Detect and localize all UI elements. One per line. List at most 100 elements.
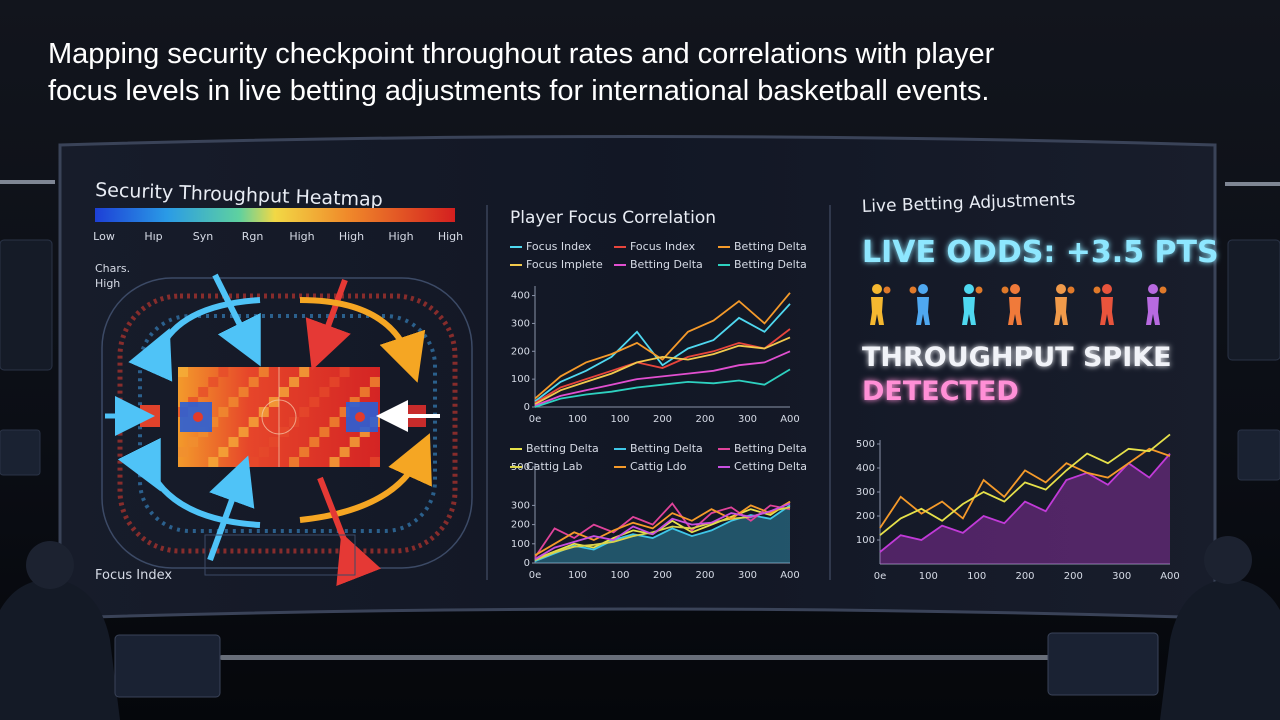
side-monitor	[0, 239, 53, 371]
side-monitor	[0, 429, 41, 476]
player-body	[1146, 297, 1160, 325]
legend-label: Focus Index	[526, 240, 592, 253]
y-tick-label: 0	[524, 402, 530, 413]
operator	[1204, 536, 1252, 584]
alert-text: THROUGHPUT SPIKE	[862, 342, 1172, 373]
scale-label: Rgn	[242, 230, 264, 243]
player-head	[872, 284, 882, 294]
player-head	[1102, 284, 1112, 294]
heat-cell	[299, 447, 310, 457]
ball	[1159, 286, 1167, 294]
flow-arrow	[317, 476, 382, 587]
scale-label: Syn	[193, 230, 213, 243]
laptop	[114, 634, 221, 698]
line-chart: 100 200 300 400 500 0e 100 100 200 200 300 A00	[856, 433, 1180, 582]
heat-cell	[248, 417, 259, 427]
stadium	[101, 277, 473, 569]
y-tick-label: 500	[856, 439, 875, 450]
heat-cell	[319, 387, 330, 397]
x-tick-label: 200	[695, 414, 714, 425]
ball	[1093, 286, 1101, 294]
heat-cell	[228, 397, 239, 407]
series-line	[879, 453, 1171, 553]
series-line	[534, 292, 791, 400]
x-tick-label: 200	[695, 570, 714, 581]
legend-label: Betting Delta	[630, 258, 703, 271]
flow-arrow	[207, 455, 255, 562]
alert-text: DETECTED	[862, 376, 1019, 407]
operator	[26, 541, 74, 589]
x-tick-label: 300	[738, 570, 757, 581]
ball	[975, 286, 983, 294]
heat-cell	[208, 457, 219, 467]
hoop	[193, 412, 203, 422]
x-tick-label: 200	[653, 414, 672, 425]
heat-cell	[279, 387, 289, 397]
odds-banner: LIVE ODDS: +3.5 PTS	[862, 235, 1219, 270]
line-chart: 01002003005000e100100200200300A00Betting…	[510, 442, 807, 581]
court-line	[261, 399, 297, 435]
heat-cell	[208, 377, 219, 387]
heat-cell	[279, 427, 289, 437]
x-tick-label: 300	[738, 414, 757, 425]
x-tick-label: 0e	[874, 571, 887, 582]
heat-cell	[339, 407, 350, 417]
heat-cell	[289, 457, 300, 467]
ceiling-light	[1225, 182, 1280, 186]
series-line	[534, 336, 791, 405]
headline: focus levels in live betting adjustments…	[48, 75, 989, 107]
line-chart: 0 100 200 300 400 0e 100 100 200 200 300 A00 Focus I…	[510, 240, 807, 425]
series-line	[534, 350, 791, 407]
heat-cell	[369, 457, 380, 467]
heat-cell	[218, 367, 229, 377]
y-tick-label: 0	[524, 558, 530, 569]
y-tick-label: 300	[511, 500, 530, 511]
series-line	[534, 506, 791, 561]
x-tick-label: A00	[780, 570, 800, 581]
legend-label: Betting Delta	[630, 442, 703, 455]
legend-label: Betting Delta	[526, 442, 599, 455]
x-tick-label: 100	[967, 571, 986, 582]
ball	[1067, 286, 1075, 294]
x-tick-label: 200	[1064, 571, 1083, 582]
seats	[138, 314, 437, 533]
player-body	[1054, 297, 1068, 325]
heat-cell	[359, 387, 370, 397]
x-tick-label: A00	[1160, 571, 1180, 582]
scale-labels: Low Hıp Syn Rgn High High High High	[93, 230, 463, 243]
heat-cell	[268, 437, 279, 447]
flow-arrow	[305, 278, 351, 371]
x-tick-label: 100	[610, 570, 629, 581]
x-tick-label: 100	[610, 414, 629, 425]
gate	[204, 534, 356, 576]
panel-title: Player Focus Correlation	[510, 208, 716, 228]
heat-cell	[228, 437, 239, 447]
flow-arrow	[128, 297, 261, 382]
heat-cell	[339, 447, 350, 457]
legend-label: Betting Delta	[734, 258, 807, 271]
series-line	[534, 500, 791, 557]
panel-footer: Focus Index	[95, 568, 172, 583]
x-tick-label: 100	[568, 414, 587, 425]
heat-cell	[299, 407, 310, 417]
scale-label: High	[339, 230, 364, 243]
heat-cell	[258, 447, 269, 457]
heat-cell	[238, 387, 249, 397]
flow-arrow	[117, 437, 261, 528]
ball	[909, 286, 917, 294]
y-tick-label: 100	[511, 539, 530, 550]
heat-cell	[218, 407, 229, 417]
heat-cell	[268, 397, 279, 407]
operator	[0, 579, 120, 720]
ball	[883, 286, 891, 294]
y-tick-label: 400	[511, 291, 530, 302]
y-tick-label: 400	[856, 463, 875, 474]
series-line	[534, 368, 791, 408]
heat-cell	[258, 367, 269, 377]
legend-label: Cattig Ldo	[630, 460, 687, 473]
heat-cell	[198, 387, 209, 397]
correlation-panel: Player Focus Correlation	[510, 208, 716, 228]
flow-arrow	[299, 433, 432, 523]
heat-cell	[208, 417, 219, 427]
